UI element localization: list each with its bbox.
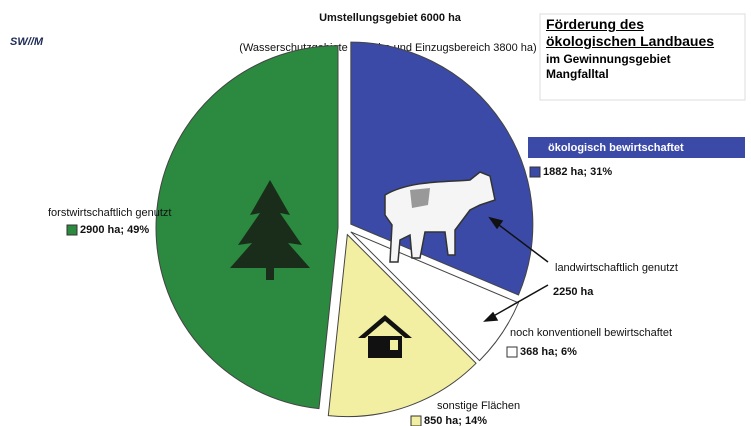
pie-slice: [155, 45, 339, 410]
annotation-text: landwirtschaftlich genutzt: [555, 262, 678, 274]
cow-icon: [384, 171, 496, 263]
category-label: noch konventionell bewirtschaftet: [510, 327, 672, 339]
pie: [155, 41, 534, 418]
arrows: [483, 216, 549, 322]
logo: SW//M: [10, 36, 44, 48]
category-band: [528, 137, 745, 158]
annotation-label: 2250 ha: [553, 286, 594, 298]
legend-swatch: [66, 224, 78, 236]
chart-title: Umstellungsgebiet 6000 ha: [319, 12, 462, 24]
info-title: Förderung des ökologischen Landbaues: [546, 16, 715, 49]
info-box-content: Förderung des ökologischen Landbaues im …: [546, 16, 715, 81]
house-icon: [358, 315, 412, 358]
legend-swatch: [506, 346, 518, 358]
tree-icon: [230, 180, 310, 280]
info-text: im Gewinnungsgebiet Mangfalltal: [546, 52, 671, 81]
pie-slice: [350, 231, 520, 362]
value-label: 850 ha; 14%: [424, 415, 487, 426]
value-label: 368 ha; 6%: [520, 346, 577, 358]
category-label: ökologisch bewirtschaftet: [548, 142, 684, 154]
category-label: forstwirtschaftlich genutzt: [48, 207, 172, 219]
category-label: sonstige Flächen: [437, 400, 520, 412]
pie-slice: [327, 233, 477, 418]
value-label: 2900 ha; 49%: [80, 224, 149, 236]
legend-swatch: [410, 415, 422, 426]
info-box: [539, 13, 746, 101]
legend-swatch: [529, 166, 541, 178]
value-label: 1882 ha; 31%: [543, 166, 612, 178]
